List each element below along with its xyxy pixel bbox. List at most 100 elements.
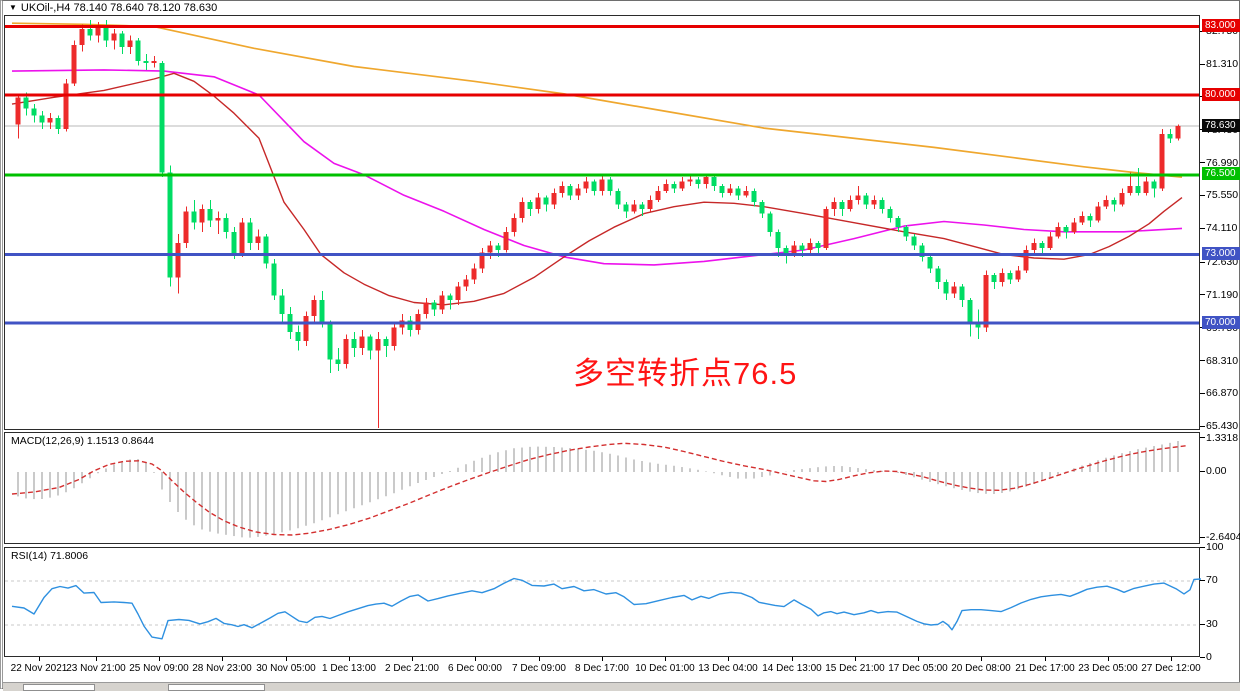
price-badge-80.000: 80.000 [1202, 87, 1240, 101]
time-axis-label: 17 Dec 05:00 [888, 663, 948, 674]
time-axis-label: 1 Dec 13:00 [322, 663, 376, 674]
time-axis-label: 30 Nov 05:00 [256, 663, 316, 674]
time-axis-label: 21 Dec 17:00 [1015, 663, 1075, 674]
rsi-tick [1200, 656, 1205, 658]
time-axis-label: 13 Dec 04:00 [698, 663, 758, 674]
time-tick [286, 657, 287, 661]
symbol-ohlc-title: UKOil-,H4 78.140 78.640 78.120 78.630 [20, 2, 218, 14]
macd-label: -2.6404 [1206, 531, 1240, 543]
bottom-bar-box [23, 684, 95, 691]
price-label: 68.310 [1206, 354, 1239, 367]
candles [15, 19, 1181, 428]
rsi-label: 100 [1206, 541, 1224, 553]
price-badge-83.000: 83.000 [1202, 19, 1240, 33]
time-axis-label: 8 Dec 17:00 [575, 663, 629, 674]
price-tick [1200, 261, 1205, 263]
time-axis-label: 10 Dec 01:00 [635, 663, 695, 674]
bottom-bar-box [168, 684, 265, 691]
price-label: 81.310 [1206, 58, 1239, 71]
price-tick [1200, 360, 1205, 362]
price-tick [1200, 294, 1205, 296]
price-label: 75.550 [1206, 189, 1239, 202]
price-badge-78.630: 78.630 [1202, 118, 1240, 132]
macd-chart[interactable] [5, 433, 1201, 543]
price-badge-73.000: 73.000 [1202, 247, 1240, 261]
macd-tick [1200, 437, 1205, 439]
ma-fast-darkred [11, 72, 1183, 306]
time-tick [665, 657, 666, 661]
time-tick [39, 657, 40, 661]
macd-tick [1200, 536, 1205, 538]
price-badge-76.500: 76.500 [1202, 167, 1240, 181]
annotation-text[interactable]: 多空转折点76.5 [573, 356, 798, 391]
time-tick [728, 657, 729, 661]
time-tick [159, 657, 160, 661]
chart-title: ▼ UKOil-,H4 78.140 78.640 78.120 78.630 [9, 2, 217, 14]
rsi-label: 30 [1206, 618, 1218, 630]
time-axis-label: 23 Dec 05:00 [1078, 663, 1138, 674]
time-axis-label: 28 Nov 23:00 [192, 663, 252, 674]
time-tick [475, 657, 476, 661]
macd-panel[interactable]: MACD(12,26,9) 1.1513 0.8644 [4, 432, 1200, 544]
price-tick [1200, 63, 1205, 65]
rsi-label: 0 [1206, 651, 1212, 663]
rsi-tick [1200, 546, 1205, 548]
time-axis-label: 23 Nov 21:00 [66, 663, 126, 674]
macd-signal-line [11, 442, 1187, 536]
time-tick [1171, 657, 1172, 661]
time-tick [1108, 657, 1109, 661]
price-tick [1200, 227, 1205, 229]
price-label: 65.430 [1206, 420, 1239, 433]
time-tick [96, 657, 97, 661]
price-badge-70.000: 70.000 [1202, 315, 1240, 329]
rsi-tick [1200, 579, 1205, 581]
ma-slow-orange [11, 22, 1183, 178]
time-tick [981, 657, 982, 661]
macd-tick [1200, 470, 1205, 472]
time-tick [222, 657, 223, 661]
time-tick [1045, 657, 1046, 661]
price-label: 76.990 [1206, 156, 1239, 169]
time-tick [349, 657, 350, 661]
bottom-bar [3, 682, 1240, 691]
time-tick [539, 657, 540, 661]
rsi-label: 70 [1206, 574, 1218, 586]
time-axis[interactable]: 22 Nov 2021 23 Nov 21:00 25 Nov 09:00 28 No… [3, 656, 1240, 682]
time-axis-label: 7 Dec 09:00 [512, 663, 566, 674]
rsi-chart[interactable] [5, 548, 1201, 656]
price-tick [1200, 194, 1205, 196]
rsi-line [11, 577, 1201, 640]
candlestick-chart[interactable] [5, 16, 1201, 429]
time-axis-label: 2 Dec 21:00 [385, 663, 439, 674]
rsi-tick [1200, 623, 1205, 625]
time-axis-label: 25 Nov 09:00 [129, 663, 189, 674]
price-tick [1200, 162, 1205, 164]
rsi-label: RSI(14) 71.8006 [11, 550, 89, 562]
time-tick [412, 657, 413, 661]
time-axis-label: 22 Nov 2021 [10, 663, 68, 674]
time-tick [855, 657, 856, 661]
price-label: 74.110 [1206, 222, 1238, 235]
time-axis-label: 20 Dec 08:00 [951, 663, 1011, 674]
time-tick [602, 657, 603, 661]
price-axis[interactable]: 82.75081.31079.87078.43076.99075.55074.1… [1200, 1, 1240, 690]
rsi-panel[interactable]: RSI(14) 71.8006 [4, 547, 1201, 657]
macd-label: 1.3318 [1206, 431, 1239, 444]
time-axis-label: 15 Dec 21:00 [825, 663, 885, 674]
price-label: 71.190 [1206, 288, 1239, 301]
main-chart-panel[interactable] [4, 15, 1200, 430]
time-tick [918, 657, 919, 661]
time-tick [792, 657, 793, 661]
ma-mid-magenta [11, 69, 1183, 266]
macd-label: 0.00 [1206, 465, 1227, 477]
macd-histogram [17, 441, 1179, 538]
dropdown-arrow-icon[interactable]: ▼ [9, 3, 17, 12]
time-axis-label: 27 Dec 12:00 [1141, 663, 1201, 674]
price-tick [1200, 392, 1205, 394]
macd-label: MACD(12,26,9) 1.1513 0.8644 [11, 435, 155, 447]
time-axis-label: 14 Dec 13:00 [762, 663, 822, 674]
price-label: 66.870 [1206, 387, 1239, 400]
price-tick [1200, 425, 1205, 427]
time-axis-label: 6 Dec 00:00 [448, 663, 502, 674]
